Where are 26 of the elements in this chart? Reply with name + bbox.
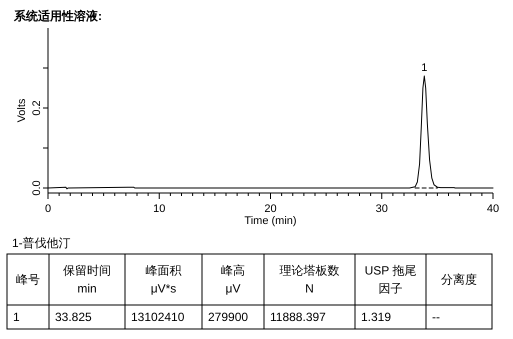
y-tick-label: 0.2	[31, 100, 43, 116]
x-tick-label: 30	[376, 203, 388, 215]
text: 峰高 μV	[221, 264, 245, 296]
y-axis-title: Volts	[16, 98, 28, 122]
text: 峰面积 μV*s	[146, 264, 182, 296]
x-tick-label: 20	[264, 203, 277, 215]
text: 13102410	[131, 310, 185, 324]
text: 峰号	[16, 272, 40, 286]
x-axis-title: Time (min)	[244, 215, 297, 227]
text: 11888.397	[270, 310, 326, 324]
x-tick-label: 40	[486, 203, 500, 215]
text: 分离度	[441, 272, 477, 286]
text: 1.319	[361, 310, 392, 324]
text: --	[432, 310, 440, 324]
text: USP 拖尾因子	[364, 264, 416, 296]
text: 279900	[208, 310, 248, 324]
text: 1-普伐他汀	[12, 236, 71, 250]
text: 保留时间 min	[63, 264, 111, 296]
text: 33.825	[55, 310, 92, 324]
text: 1	[13, 310, 20, 324]
annotation: 1	[421, 62, 428, 74]
x-tick-label: 10	[153, 203, 166, 215]
text: 理论塔板数 N	[280, 264, 340, 296]
chart-title: 系统适用性溶液:	[13, 9, 102, 23]
x-tick-label: 0	[44, 203, 52, 215]
y-tick-label: 0.0	[31, 180, 43, 196]
